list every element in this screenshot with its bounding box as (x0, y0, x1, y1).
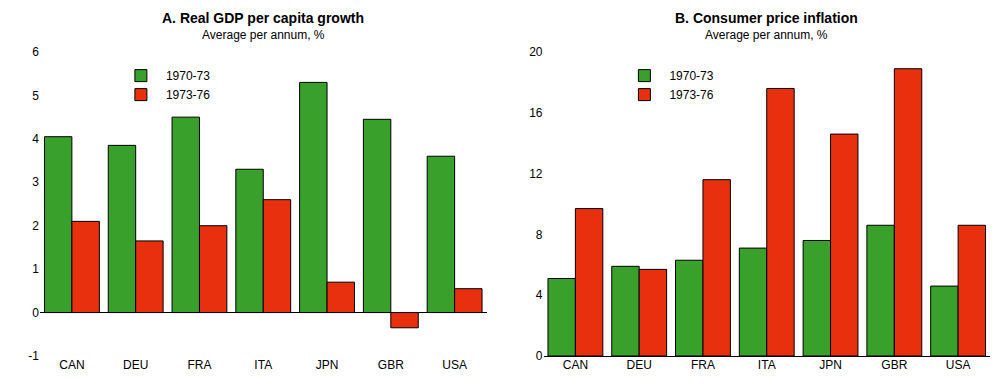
svg-text:12: 12 (529, 167, 543, 181)
svg-text:USA: USA (442, 358, 467, 372)
svg-text:FRA: FRA (187, 358, 211, 372)
svg-text:8: 8 (536, 228, 543, 242)
svg-text:Average per annum, %: Average per annum, % (202, 28, 325, 42)
svg-text:16: 16 (529, 106, 543, 120)
svg-text:Average per annum, %: Average per annum, % (705, 28, 828, 42)
svg-text:1970-73: 1970-73 (166, 69, 210, 83)
svg-text:FRA: FRA (691, 358, 715, 372)
svg-text:CAN: CAN (563, 358, 588, 372)
svg-text:1: 1 (32, 262, 39, 276)
svg-text:GBR: GBR (881, 358, 907, 372)
svg-text:4: 4 (536, 288, 543, 302)
svg-text:DEU: DEU (123, 358, 148, 372)
svg-text:JPN: JPN (819, 358, 842, 372)
svg-text:JPN: JPN (316, 358, 339, 372)
svg-text:0: 0 (536, 349, 543, 363)
svg-text:DEU: DEU (627, 358, 652, 372)
svg-text:2: 2 (32, 219, 39, 233)
svg-text:6: 6 (32, 45, 39, 59)
svg-text:0: 0 (32, 306, 39, 320)
svg-text:1970-73: 1970-73 (669, 69, 713, 83)
svg-text:USA: USA (946, 358, 971, 372)
svg-text:GBR: GBR (378, 358, 404, 372)
svg-text:4: 4 (32, 132, 39, 146)
svg-text:ITA: ITA (758, 358, 776, 372)
svg-text:1973-76: 1973-76 (166, 88, 210, 102)
svg-text:5: 5 (32, 89, 39, 103)
svg-text:20: 20 (529, 45, 543, 59)
svg-text:1973-76: 1973-76 (669, 88, 713, 102)
svg-text:CAN: CAN (59, 358, 84, 372)
svg-text:A. Real GDP per capita growth: A. Real GDP per capita growth (162, 10, 364, 26)
svg-text:B. Consumer price inflation: B. Consumer price inflation (675, 10, 858, 26)
svg-text:ITA: ITA (254, 358, 272, 372)
svg-text:3: 3 (32, 175, 39, 189)
svg-text:-1: -1 (28, 349, 39, 363)
